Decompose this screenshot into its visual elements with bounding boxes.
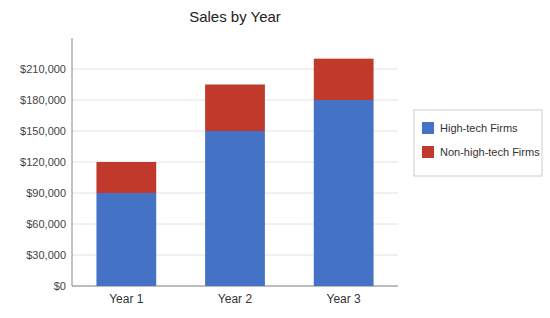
chart-container: Sales by Year $0 $30,000 $60,000 $90,000 $120…	[0, 0, 550, 318]
legend-swatch	[422, 146, 434, 158]
y-tick-label: $0	[54, 280, 66, 292]
legend-label: Non-high-tech Firms	[440, 146, 540, 158]
bar	[314, 100, 374, 286]
legend: High-tech Firms Non-high-tech Firms	[414, 110, 542, 176]
x-tick-label: Year 1	[109, 292, 144, 306]
legend-box	[414, 110, 542, 176]
bar	[96, 162, 156, 193]
y-tick-label: $60,000	[26, 218, 66, 230]
x-tick-label: Year 3	[327, 292, 362, 306]
legend-label: High-tech Firms	[440, 122, 518, 134]
title: Sales by Year	[189, 8, 281, 25]
y-tick-label: $180,000	[20, 94, 66, 106]
bars	[96, 59, 373, 286]
bar	[205, 85, 265, 132]
bar	[96, 193, 156, 286]
y-axis-line	[72, 38, 73, 286]
chart: Sales by Year $0 $30,000 $60,000 $90,000 $120…	[0, 0, 550, 318]
y-tick-label: $90,000	[26, 187, 66, 199]
y-tick-label: $120,000	[20, 156, 66, 168]
bar	[314, 59, 374, 100]
y-tick-label: $30,000	[26, 249, 66, 261]
x-tick-label: Year 2	[218, 292, 253, 306]
bar	[205, 131, 265, 286]
y-tick-label: $150,000	[20, 125, 66, 137]
legend-swatch	[422, 122, 434, 134]
y-tick-label: $210,000	[20, 63, 66, 75]
